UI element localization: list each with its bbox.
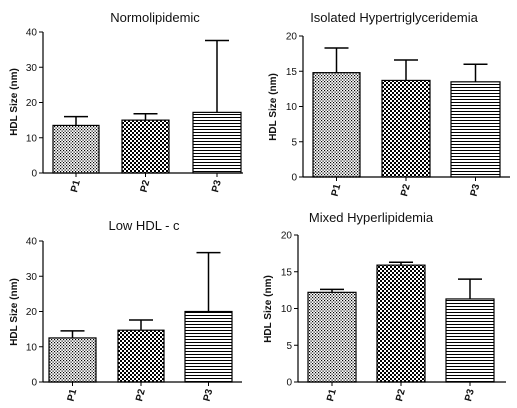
- x-tick-label: P1: [330, 183, 344, 198]
- y-tick-label: 20: [281, 231, 293, 242]
- x-tick-label: P1: [325, 388, 339, 403]
- chart-title: Normolipidemic: [110, 10, 200, 25]
- y-tick-label: 15: [281, 267, 293, 278]
- y-tick-label: 5: [286, 341, 292, 352]
- chart-title: Mixed Hyperlipidemia: [309, 210, 434, 225]
- x-tick-label: P3: [202, 388, 216, 403]
- y-tick-label: 0: [31, 378, 37, 389]
- y-tick-label: 20: [26, 98, 38, 109]
- plot-area: P1 P2 P3 0 5 10 15 20: [286, 32, 510, 198]
- y-tick-label: 40: [26, 28, 38, 39]
- y-tick-label: 15: [286, 67, 298, 78]
- chart-panel-low-hdl-c: Low HDL - c HDL Size (nm) P1 P2 P3 0 10 20 30 4…: [9, 218, 242, 403]
- y-tick-label: 0: [286, 378, 292, 389]
- y-tick-label: 10: [26, 133, 38, 144]
- x-tick-label: P1: [69, 179, 83, 194]
- y-tick-label: 20: [286, 32, 298, 43]
- chart-panel-normolipidemic: Normolipidemic HDL Size (nm) P1 P2 P3 0 10 20…: [9, 10, 243, 194]
- x-tick-label: P2: [399, 183, 413, 198]
- y-tick-label: 30: [26, 272, 38, 283]
- x-tick-label: P1: [66, 388, 80, 403]
- bar-p3: [192, 111, 242, 174]
- y-tick-label: 10: [26, 342, 38, 353]
- bar-p2: [376, 264, 426, 383]
- bar-p1: [307, 291, 357, 383]
- plot-area: P1 P2 P3 0 10 20 30 40: [26, 28, 243, 194]
- x-tick-label: P2: [394, 388, 408, 403]
- x-tick-label: P3: [469, 183, 483, 198]
- x-tick-label: P3: [210, 179, 224, 194]
- y-tick-label: 0: [291, 173, 297, 184]
- bar-p3: [445, 298, 495, 383]
- y-tick-label: 40: [26, 237, 38, 248]
- y-axis-label: HDL Size (nm): [9, 68, 20, 136]
- y-tick-label: 10: [286, 102, 298, 113]
- bar-p2: [117, 329, 165, 383]
- x-tick-label: P3: [463, 388, 477, 403]
- bar-p3: [184, 310, 233, 383]
- x-tick-label: P2: [139, 179, 153, 194]
- y-axis-label: HDL Size (nm): [9, 278, 20, 346]
- y-axis-label: HDL Size (nm): [263, 275, 274, 343]
- y-tick-label: 20: [26, 307, 38, 318]
- y-tick-label: 30: [26, 63, 38, 74]
- y-tick-label: 5: [291, 137, 297, 148]
- y-tick-label: 10: [281, 304, 293, 315]
- chart-title: Low HDL - c: [108, 218, 180, 233]
- plot-area: P1 P2 P3 0 10 20 30 40: [26, 237, 242, 403]
- bar-p2: [121, 119, 170, 174]
- bar-p1: [52, 124, 100, 174]
- y-axis-label: HDL Size (nm): [268, 73, 279, 141]
- y-tick-label: 0: [31, 169, 37, 180]
- bar-p1: [48, 337, 97, 383]
- chart-panel-isolated-hypertriglyceridemia: Isolated Hypertriglyceridemia HDL Size (…: [268, 10, 510, 198]
- chart-title: Isolated Hypertriglyceridemia: [310, 10, 478, 25]
- chart-panel-mixed-hyperlipidemia: Mixed Hyperlipidemia HDL Size (nm) P1 P2 P…: [263, 210, 506, 403]
- x-tick-label: P2: [134, 388, 148, 403]
- bar-p1: [312, 72, 361, 178]
- bar-p3: [450, 81, 501, 178]
- plot-area: P1 P2 P3 0 5 10 15 20: [281, 231, 506, 403]
- bar-p2: [381, 79, 431, 178]
